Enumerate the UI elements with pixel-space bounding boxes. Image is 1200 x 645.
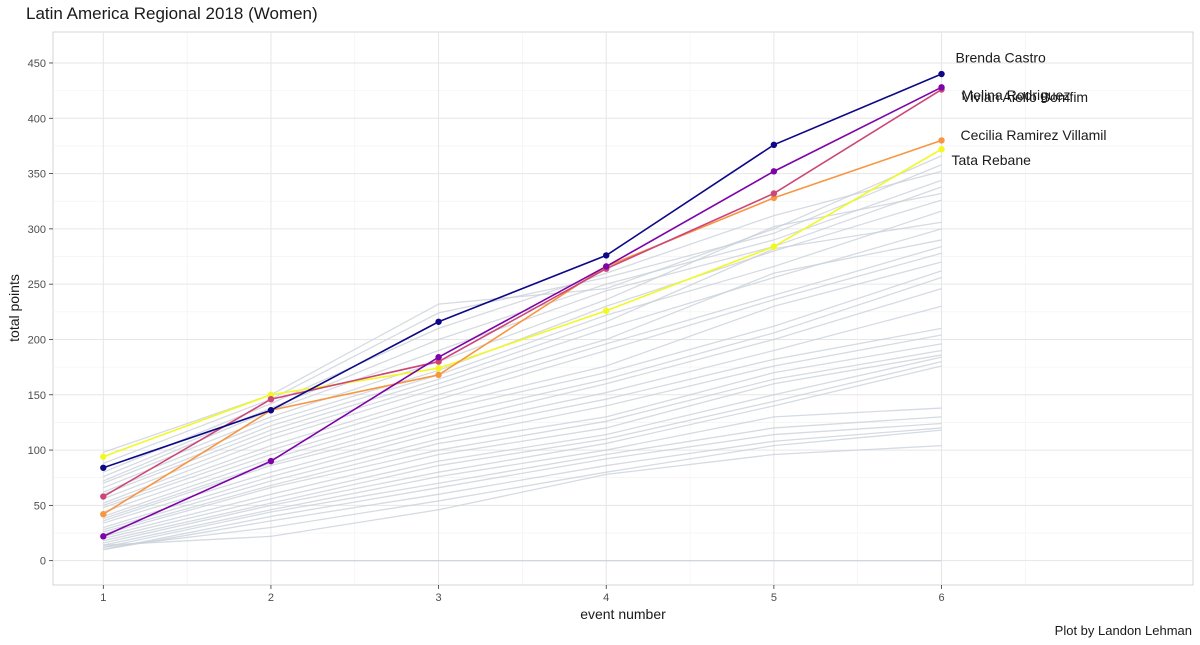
y-tick-label: 250	[28, 279, 46, 291]
background-series-line	[103, 327, 942, 529]
background-series-line	[103, 210, 942, 493]
background-series-line	[103, 334, 942, 531]
series-line	[103, 148, 942, 458]
series-point	[100, 533, 107, 540]
series-point	[435, 358, 442, 365]
series-end-label: Brenda Castro	[956, 50, 1046, 66]
background-series-line	[103, 356, 942, 540]
background-series-line	[103, 287, 942, 522]
series-point	[435, 365, 442, 372]
series-point	[100, 511, 107, 518]
series-point	[603, 307, 610, 314]
plot-caption: Plot by Landon Lehman	[1054, 623, 1192, 638]
y-tick-label: 0	[40, 556, 46, 568]
series-point	[267, 391, 275, 398]
background-series-line	[103, 354, 942, 537]
series-point	[770, 243, 778, 250]
background-series-line	[103, 245, 942, 506]
x-tick-label: 3	[436, 592, 442, 604]
background-series-line	[103, 407, 942, 546]
series-point	[267, 457, 275, 465]
x-tick-label: 6	[938, 592, 944, 604]
y-tick-label: 300	[28, 224, 46, 236]
x-tick-label: 1	[100, 592, 106, 604]
background-series-line	[103, 221, 942, 495]
series-point	[938, 137, 945, 144]
series-point	[435, 371, 442, 379]
background-series-line	[103, 343, 942, 533]
x-axis-title: event number	[580, 606, 666, 622]
series-end-label: Melina Rodriguez	[962, 87, 1071, 103]
series-point	[603, 263, 610, 270]
background-series-line	[103, 429, 942, 549]
series-point	[938, 70, 945, 78]
series-point	[603, 252, 610, 259]
background-series-line	[103, 422, 942, 551]
background-series-line	[103, 252, 942, 509]
background-series-line	[103, 276, 942, 520]
chart-title: Latin America Regional 2018 (Women)	[26, 4, 318, 23]
y-tick-label: 200	[28, 334, 46, 346]
y-tick-label: 150	[28, 390, 46, 402]
plot-panel	[52, 31, 1194, 586]
series-point	[100, 493, 107, 500]
series-line	[103, 73, 942, 469]
y-tick-label: 450	[28, 58, 46, 70]
y-tick-label: 400	[28, 113, 46, 125]
background-series-line	[103, 416, 942, 549]
series-point	[770, 190, 778, 197]
y-axis-title: total points	[6, 274, 22, 342]
series-end-label: Tata Rebane	[952, 152, 1032, 168]
series-end-label: Cecilia Ramirez Villamil	[961, 127, 1107, 143]
background-series-line	[103, 228, 942, 500]
background-series-line	[103, 360, 942, 542]
series-point	[770, 194, 778, 202]
series-point	[100, 464, 107, 471]
series-point	[938, 146, 945, 153]
highlighted-series	[100, 70, 945, 540]
x-tick-label: 5	[771, 592, 777, 604]
background-series-line	[103, 365, 942, 544]
background-series-line	[103, 427, 942, 551]
x-tick-label: 4	[603, 592, 609, 604]
background-series-line	[103, 270, 942, 518]
series-point	[770, 168, 778, 175]
y-tick-label: 50	[34, 500, 46, 512]
series-end-label: Vivian Aiello Bomfim	[962, 89, 1089, 105]
axis-ticks: 0 50 100 150 200 250 300 350 400 450 1 2 3 4 5 6	[28, 58, 945, 604]
series-point	[267, 395, 275, 403]
background-series-line	[103, 199, 942, 489]
series-point	[770, 141, 778, 149]
background-series-line	[103, 261, 942, 513]
series-line	[102, 88, 942, 498]
background-series-line	[103, 349, 942, 535]
series-point	[938, 84, 945, 91]
series-line	[102, 139, 942, 515]
series-line	[102, 86, 942, 538]
y-tick-label: 100	[28, 445, 46, 457]
background-series-line	[103, 305, 942, 524]
series-point	[100, 453, 107, 460]
background-series-line	[103, 444, 942, 546]
x-tick-label: 2	[268, 592, 274, 604]
background-series-line	[103, 239, 942, 504]
series-point	[267, 407, 275, 414]
background-series-line	[103, 164, 942, 464]
series-point	[435, 318, 442, 325]
y-tick-label: 350	[28, 169, 46, 181]
series-point	[435, 353, 442, 361]
